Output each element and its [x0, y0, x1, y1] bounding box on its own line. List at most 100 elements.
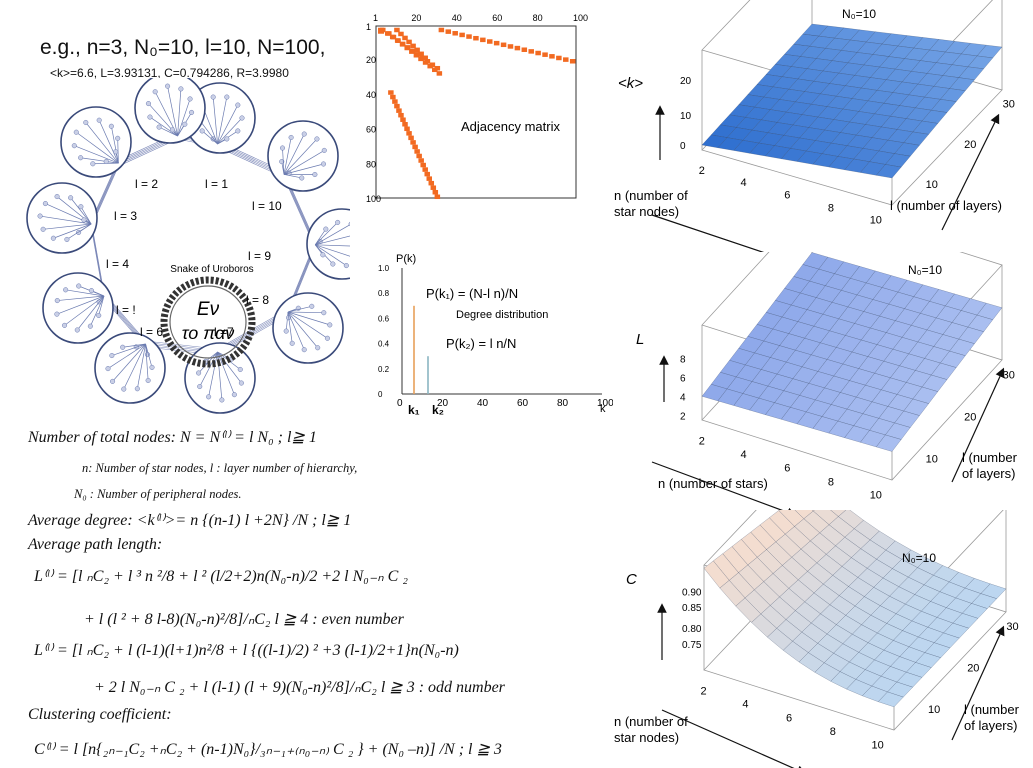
adjacency-cell — [418, 56, 424, 62]
adjacency-cell — [493, 40, 500, 46]
peripheral-node — [323, 226, 329, 232]
surface-plot-path-length: 2 4 6 8 10 10 20 30 2 4 6 8 N₀=10 Ln (number of stars… — [636, 252, 1018, 510]
peripheral-node — [320, 252, 326, 258]
adjacency-cell — [406, 131, 412, 136]
l-axis-label: of layers) — [964, 718, 1017, 733]
degree-y-ticks: 1.0 0.8 0.6 0.4 0.2 0 — [378, 264, 390, 399]
peripheral-node — [197, 383, 203, 390]
layer-label: l = 2 — [135, 177, 158, 191]
l-axis-tick: 20 — [967, 663, 979, 675]
peripheral-node — [343, 263, 349, 269]
peripheral-node — [145, 377, 151, 384]
peripheral-node — [105, 366, 111, 372]
peripheral-node — [279, 145, 286, 151]
peripheral-node — [330, 261, 336, 267]
l-axis-arrow — [941, 113, 1000, 231]
adjacency-cell — [399, 42, 406, 47]
n-axis-tick: 10 — [872, 739, 884, 751]
layer-label: l =7 — [214, 325, 234, 339]
adjacency-label: Adjacency matrix — [461, 119, 560, 134]
degree-x-tick: 0 — [397, 398, 403, 409]
peripheral-node — [64, 236, 70, 242]
degree-k1-label: k₁ — [408, 403, 420, 417]
degree-y-tick: 0.8 — [378, 289, 390, 298]
layer-label: l = 3 — [114, 209, 137, 223]
peripheral-node — [54, 311, 60, 317]
formula-clustering-heading: Clustering coefficient: — [28, 706, 172, 723]
degree-x-tick: 80 — [557, 398, 569, 409]
l-axis-arrow — [951, 625, 1005, 741]
adjacency-cell — [416, 153, 422, 159]
degree-distribution-chart: P(k) 1.0 0.8 0.6 0.4 0.2 0 0 20 40 60 80 100 P(k₁)… — [378, 253, 613, 417]
formula-path-length-odd-1: L⁽ˡ⁾ = [l ₙC₂ + l (l-1)(l+1)n²/8 + l {((… — [34, 642, 459, 659]
z-axis-tick: 0.85 — [682, 603, 702, 614]
n-axis-label: n (number of — [614, 714, 688, 729]
peripheral-node — [206, 394, 212, 400]
adjacency-top-tick: 20 — [411, 13, 421, 23]
z-axis-tick: 20 — [680, 76, 692, 87]
surface-plot-clustering: 2 4 6 8 10 10 20 30 0.90 0.85 0.80 0.75 N₀=10 Cn (num… — [614, 510, 1020, 768]
n-axis-tick: 6 — [786, 712, 792, 724]
peripheral-node — [348, 221, 350, 227]
adjacency-cell — [459, 32, 465, 38]
adjacency-cell — [487, 39, 493, 44]
surface-mesh — [703, 510, 1007, 708]
star-cluster — [26, 182, 98, 254]
peripheral-node — [121, 386, 127, 392]
surface-mesh — [701, 23, 1003, 179]
layer-label: l = 1 — [205, 177, 228, 191]
peripheral-node — [301, 131, 307, 137]
peripheral-node — [235, 128, 241, 134]
layer-label: l = 9 — [248, 249, 271, 263]
degree-y-tick: 0.6 — [378, 314, 390, 323]
formula-path-length-odd-2: + 2 l N₀₋ₙ C ₂ + l (l-1) (l + 9)(N₀-n)²/… — [94, 679, 505, 696]
n-axis-label: n (number of — [614, 188, 688, 203]
l-axis-tick: 10 — [926, 179, 938, 191]
z-axis-tick: 4 — [680, 392, 686, 403]
adjacency-left-tick: 60 — [366, 125, 376, 135]
uroboros-emblem: Eν το παν Snake of Uroboros — [160, 264, 256, 368]
adjacency-cell — [436, 71, 443, 76]
adjacency-cells — [378, 27, 576, 200]
peripheral-node — [301, 347, 307, 353]
adjacency-cell — [438, 27, 445, 33]
adjacency-cell — [434, 194, 441, 200]
degree-bars — [413, 305, 429, 394]
layer-label: l = ! — [116, 303, 136, 317]
adjacency-cell — [390, 94, 396, 100]
star-cluster-circle — [42, 272, 114, 344]
adjacency-cell — [473, 35, 479, 41]
n-axis-tick: 8 — [828, 476, 834, 488]
formula-clustering: C⁽ˡ⁾ = l [n{₂ₙ₋₁C₂ +ₙC₂ + (n-1)N₀}/₃ₙ₋₁₊… — [34, 741, 502, 758]
n0-label: N₀=10 — [842, 7, 876, 21]
peripheral-node — [169, 127, 175, 133]
peripheral-node — [63, 287, 69, 293]
peripheral-node — [78, 204, 84, 210]
z-axis-tick: 0 — [680, 141, 686, 152]
star-cluster-circle — [306, 208, 350, 280]
n-axis-arrow — [651, 461, 797, 510]
adjacency-cell — [424, 171, 430, 177]
adjacency-cell — [556, 55, 562, 61]
peripheral-node — [283, 328, 289, 334]
degree-x-tick: 100 — [597, 398, 613, 409]
degree-x-tick: 40 — [477, 398, 489, 409]
adjacency-cell — [413, 53, 420, 58]
l-axis-arrow — [951, 367, 1005, 483]
l-axis-tick: 30 — [1003, 99, 1015, 111]
peripheral-node — [90, 161, 96, 167]
l-axis-label: l (number of layers) — [890, 198, 1002, 213]
degree-xlabel: k — [600, 403, 606, 415]
n-axis-arrow — [651, 214, 765, 252]
peripheral-node — [335, 219, 341, 225]
n0-label: N₀=10 — [902, 551, 936, 565]
peripheral-node — [321, 310, 327, 316]
star-cluster-circle — [94, 332, 166, 404]
z-axis-tick: 0.90 — [682, 587, 702, 598]
adjacency-cell — [430, 185, 437, 190]
adjacency-cell — [480, 37, 486, 43]
adjacency-cell — [402, 122, 408, 127]
peripheral-node — [87, 323, 93, 329]
layer-labels: l = 1 l = 2 l = 3 l = 4 l = ! l = 6 l =7 l = 8 l… — [106, 177, 282, 339]
star-cluster — [94, 332, 166, 404]
